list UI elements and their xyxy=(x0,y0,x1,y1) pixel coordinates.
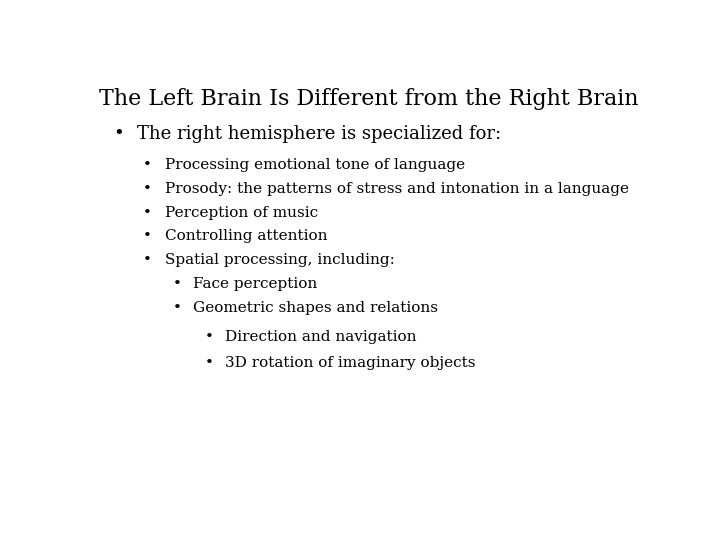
Text: Spatial processing, including:: Spatial processing, including: xyxy=(166,253,395,267)
Text: •: • xyxy=(114,125,124,143)
Text: The right hemisphere is specialized for:: The right hemisphere is specialized for: xyxy=(138,125,502,143)
Text: •: • xyxy=(143,158,152,172)
Text: •: • xyxy=(143,206,152,220)
Text: Perception of music: Perception of music xyxy=(166,206,318,220)
Text: Processing emotional tone of language: Processing emotional tone of language xyxy=(166,158,465,172)
Text: The Left Brain Is Different from the Right Brain: The Left Brain Is Different from the Rig… xyxy=(99,87,639,110)
Text: •: • xyxy=(143,182,152,196)
Text: •: • xyxy=(143,253,152,267)
Text: 3D rotation of imaginary objects: 3D rotation of imaginary objects xyxy=(225,356,475,370)
Text: •: • xyxy=(204,356,213,370)
Text: •: • xyxy=(143,230,152,244)
Text: •: • xyxy=(173,277,181,291)
Text: Prosody: the patterns of stress and intonation in a language: Prosody: the patterns of stress and into… xyxy=(166,182,629,196)
Text: Geometric shapes and relations: Geometric shapes and relations xyxy=(193,301,438,315)
Text: •: • xyxy=(204,329,213,343)
Text: Direction and navigation: Direction and navigation xyxy=(225,329,417,343)
Text: •: • xyxy=(173,301,181,315)
Text: Face perception: Face perception xyxy=(193,277,318,291)
Text: Controlling attention: Controlling attention xyxy=(166,230,328,244)
